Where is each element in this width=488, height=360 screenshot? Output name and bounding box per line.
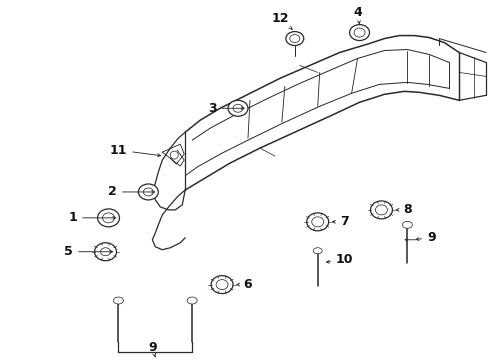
Ellipse shape bbox=[306, 213, 328, 231]
Ellipse shape bbox=[233, 104, 243, 112]
Text: 1: 1 bbox=[68, 211, 116, 224]
Ellipse shape bbox=[311, 217, 323, 227]
Ellipse shape bbox=[94, 243, 116, 261]
Ellipse shape bbox=[349, 24, 369, 41]
Text: 6: 6 bbox=[236, 278, 252, 291]
Ellipse shape bbox=[187, 297, 197, 304]
Ellipse shape bbox=[143, 188, 153, 196]
Text: 10: 10 bbox=[326, 253, 353, 266]
Circle shape bbox=[170, 151, 178, 159]
Ellipse shape bbox=[138, 184, 158, 200]
Text: 2: 2 bbox=[108, 185, 154, 198]
Text: 9: 9 bbox=[415, 231, 435, 244]
Ellipse shape bbox=[101, 248, 110, 256]
Text: 4: 4 bbox=[352, 6, 361, 24]
Text: 3: 3 bbox=[207, 102, 244, 115]
Text: 9: 9 bbox=[148, 341, 156, 357]
Ellipse shape bbox=[313, 248, 322, 254]
Text: 8: 8 bbox=[395, 203, 411, 216]
Ellipse shape bbox=[353, 28, 364, 37]
Text: 5: 5 bbox=[64, 245, 112, 258]
Text: 7: 7 bbox=[332, 215, 348, 228]
Ellipse shape bbox=[102, 213, 114, 223]
Text: 11: 11 bbox=[109, 144, 160, 157]
Ellipse shape bbox=[285, 32, 303, 45]
Ellipse shape bbox=[216, 280, 227, 289]
Ellipse shape bbox=[113, 297, 123, 304]
Ellipse shape bbox=[402, 221, 411, 228]
Ellipse shape bbox=[375, 205, 386, 215]
Ellipse shape bbox=[289, 35, 299, 42]
Ellipse shape bbox=[227, 100, 247, 116]
Ellipse shape bbox=[370, 201, 392, 219]
Text: 12: 12 bbox=[270, 12, 292, 30]
Ellipse shape bbox=[98, 209, 119, 227]
Ellipse shape bbox=[211, 276, 233, 293]
